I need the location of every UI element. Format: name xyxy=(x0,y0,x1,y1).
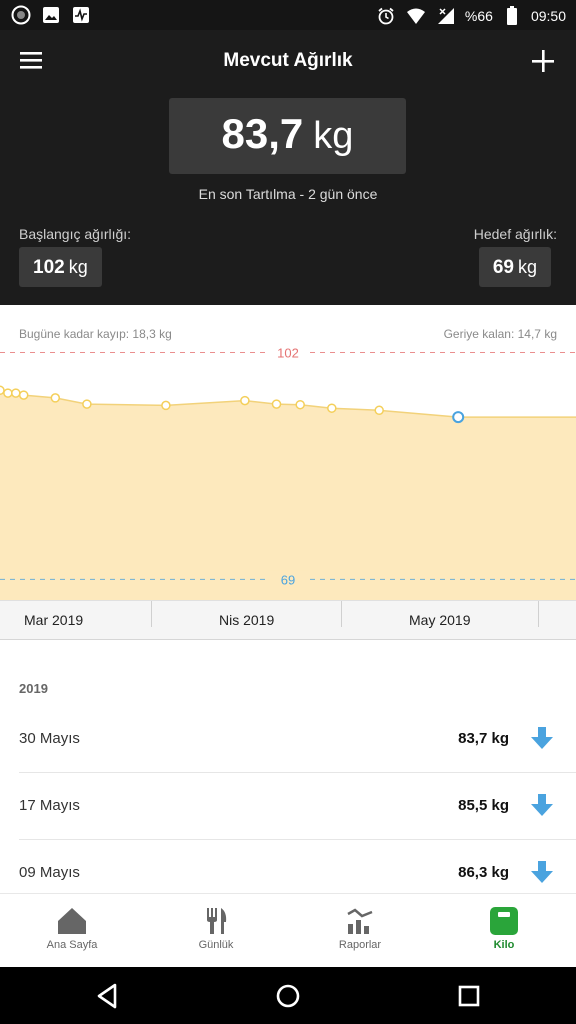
weight-point xyxy=(295,399,305,410)
start-weight-pill[interactable]: 102 kg xyxy=(19,247,102,287)
lost-so-far-text: Bugüne kadar kayıp: 18,3 kg xyxy=(19,327,172,341)
start-weight-label: Başlangıç ağırlığı: xyxy=(19,226,132,242)
arrow-down-icon xyxy=(531,794,553,816)
status-bar: %66 09:50 xyxy=(0,0,576,30)
nav-reports[interactable]: Raporlar xyxy=(288,894,432,968)
chart-area-fill xyxy=(0,390,576,600)
weight-header: Mevcut Ağırlık 83,7 kg En son Tartılma - … xyxy=(0,30,576,305)
entry-value: 83,7 kg xyxy=(458,730,509,747)
weight-point xyxy=(327,403,337,413)
weight-point xyxy=(82,399,92,409)
current-weight-box: 83,7 kg xyxy=(169,98,406,174)
current-weight-unit: kg xyxy=(313,115,354,157)
list-item[interactable]: 09 Mayıs 86,3 kg xyxy=(19,840,576,893)
x-tick-nis: Nis 2019 xyxy=(219,612,275,628)
year-header: 2019 xyxy=(19,681,48,696)
entry-date: 09 Mayıs xyxy=(19,864,80,881)
chart-x-axis[interactable]: Mar 2019 Nis 2019 May 2019 xyxy=(0,600,576,640)
plus-icon xyxy=(532,50,554,72)
weight-history-list: 2019 30 Mayıs 83,7 kg 17 Mayıs 85,5 kg 0… xyxy=(0,641,576,893)
x-axis-separator xyxy=(341,601,342,627)
target-weight-label: Hedef ağırlık: xyxy=(473,226,557,242)
battery-percent: %66 xyxy=(464,8,493,24)
wifi-icon xyxy=(405,5,427,27)
signal-icon xyxy=(435,5,457,27)
x-axis-separator xyxy=(538,601,539,627)
activity-icon xyxy=(70,4,92,26)
reference-label-69: 69 xyxy=(281,572,295,587)
weight-point xyxy=(11,388,21,398)
recents-button[interactable] xyxy=(454,981,484,1011)
arrow-down-icon xyxy=(531,727,553,749)
weight-point xyxy=(18,390,29,400)
x-axis-separator xyxy=(151,601,152,627)
system-navigation-bar xyxy=(0,967,576,1024)
x-tick-may: May 2019 xyxy=(409,612,471,628)
entry-date: 30 Mayıs xyxy=(19,730,80,747)
add-weight-button[interactable] xyxy=(528,46,558,76)
nav-weight[interactable]: Kilo xyxy=(432,894,576,968)
home-circle-icon xyxy=(276,984,300,1008)
nav-home-label: Ana Sayfa xyxy=(46,939,98,951)
start-weight-value: 102 xyxy=(33,257,65,278)
hamburger-icon xyxy=(20,52,42,69)
battery-icon xyxy=(501,5,523,27)
clock: 09:50 xyxy=(530,8,566,24)
remaining-text: Geriye kalan: 14,7 kg xyxy=(443,327,557,341)
start-weight-unit: kg xyxy=(68,257,88,277)
reference-label-bg xyxy=(268,570,308,589)
nav-diary-label: Günlük xyxy=(198,939,234,951)
bottom-navigation: Ana Sayfa Günlük Raporlar Kilo xyxy=(0,893,576,967)
recents-square-icon xyxy=(458,985,480,1007)
app-circle-icon xyxy=(10,4,32,26)
entry-value: 86,3 kg xyxy=(458,864,509,881)
gallery-icon xyxy=(40,4,62,26)
alarm-icon xyxy=(375,5,397,27)
scale-icon xyxy=(490,907,518,935)
weight-point xyxy=(240,395,250,406)
weight-point xyxy=(50,393,61,403)
entry-date: 17 Mayıs xyxy=(19,797,80,814)
entry-value: 85,5 kg xyxy=(458,797,509,814)
weight-point xyxy=(3,388,13,398)
weight-point xyxy=(0,385,5,396)
weight-point xyxy=(374,405,384,416)
x-tick-mar: Mar 2019 xyxy=(24,612,84,628)
back-button[interactable] xyxy=(93,981,123,1011)
target-weight-value: 69 xyxy=(492,257,514,278)
arrow-down-icon xyxy=(531,861,553,883)
nav-home[interactable]: Ana Sayfa xyxy=(0,894,144,968)
reference-label-bg xyxy=(268,343,308,362)
home-button[interactable] xyxy=(273,981,303,1011)
current-weight-value: 83,7 xyxy=(221,110,304,157)
list-item[interactable]: 30 Mayıs 83,7 kg xyxy=(19,706,576,773)
latest-weight-point xyxy=(452,411,465,424)
fork-knife-icon xyxy=(207,908,227,934)
page-title: Mevcut Ağırlık xyxy=(223,50,353,71)
reference-label-102: 102 xyxy=(277,346,299,361)
menu-button[interactable] xyxy=(18,48,46,74)
weight-point xyxy=(161,400,171,411)
target-weight-pill[interactable]: 69 kg xyxy=(478,247,551,287)
weight-point xyxy=(271,399,282,409)
weight-chart[interactable]: 102 69 xyxy=(0,305,576,600)
nav-reports-label: Raporlar xyxy=(338,939,382,951)
target-weight-unit: kg xyxy=(517,257,537,277)
list-item[interactable]: 17 Mayıs 85,5 kg xyxy=(19,773,576,840)
home-icon xyxy=(58,908,86,934)
back-triangle-icon xyxy=(97,983,117,1009)
last-weigh-text: En son Tartılma - 2 gün önce xyxy=(198,186,378,202)
nav-diary[interactable]: Günlük xyxy=(144,894,288,968)
weight-chart-card: Bugüne kadar kayıp: 18,3 kg Geriye kalan… xyxy=(0,305,576,641)
reports-icon xyxy=(347,908,373,934)
nav-weight-label: Kilo xyxy=(493,939,515,951)
